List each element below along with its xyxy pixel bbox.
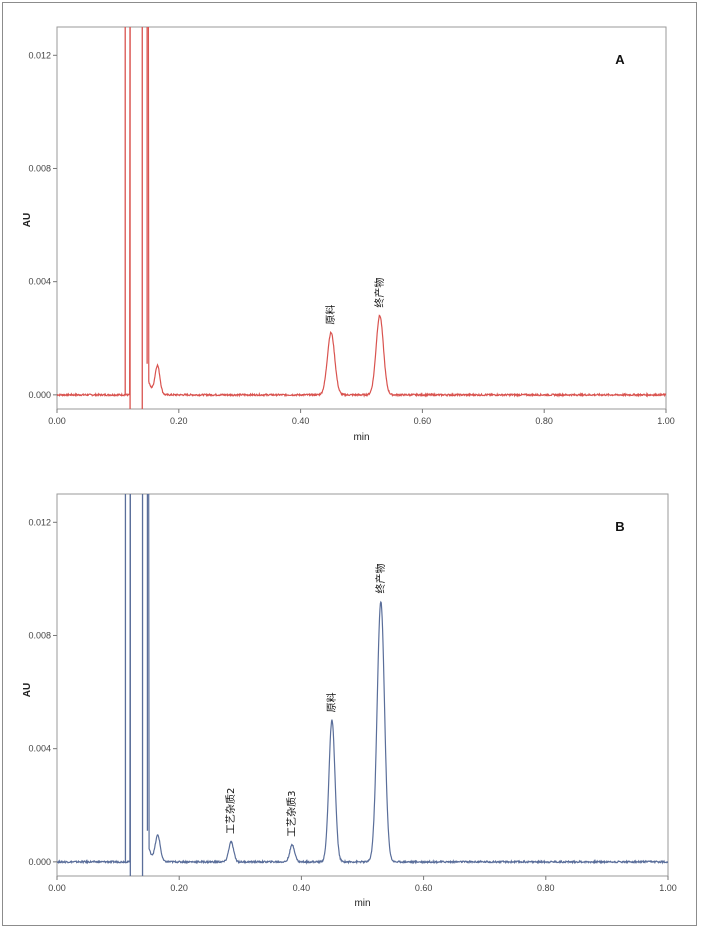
y-tick-label: 0.000	[28, 390, 51, 400]
x-tick-label: 1.00	[657, 416, 675, 426]
x-tick-label: 0.80	[535, 416, 553, 426]
x-tick-label: 0.00	[48, 883, 66, 893]
peak-label: 工艺杂质2	[225, 788, 237, 834]
y-axis-label: AU	[22, 213, 33, 227]
y-axis-label: AU	[22, 683, 33, 697]
chart-panel-b: 0.00 0.20 0.40 0.60 0.80 1.00 0.000 0.004 0.008 0…	[22, 493, 677, 909]
x-tick-label: 0.20	[170, 883, 188, 893]
peak-label: 原料	[325, 692, 338, 712]
peak-label: 终产物	[373, 278, 386, 308]
x-tick-label: 0.40	[293, 883, 311, 893]
peak-label: 终产物	[374, 564, 387, 594]
y-tick-label: 0.008	[28, 630, 51, 640]
y-tick-label: 0.004	[28, 744, 51, 754]
y-tick-label: 0.008	[28, 163, 51, 173]
chromatogram-trace	[57, 27, 666, 398]
plot-area	[56, 26, 667, 410]
y-tick-label: 0.012	[28, 517, 51, 527]
x-axis-label: min	[354, 898, 370, 909]
y-tick-label: 0.004	[28, 277, 51, 287]
x-tick-label: 0.60	[415, 883, 433, 893]
x-tick-label: 0.60	[414, 416, 432, 426]
panel-label: A	[615, 52, 625, 67]
peak-label: 原料	[324, 305, 337, 325]
y-tick-label: 0.000	[28, 857, 51, 867]
chromatogram-trace	[57, 494, 668, 865]
plot-area	[56, 493, 669, 877]
y-tick-label: 0.012	[28, 50, 51, 60]
x-tick-label: 0.00	[48, 416, 66, 426]
x-tick-label: 1.00	[659, 883, 677, 893]
x-tick-label: 0.40	[292, 416, 310, 426]
x-tick-label: 0.80	[537, 883, 555, 893]
x-tick-label: 0.20	[170, 416, 188, 426]
x-axis-label: min	[353, 432, 369, 443]
panel-label: B	[615, 519, 624, 534]
chart-panel-a: 0.00 0.20 0.40 0.60 0.80 1.00 0.000 0.004 0.008 0…	[22, 26, 675, 443]
peak-label: 工艺杂质3	[286, 790, 298, 836]
